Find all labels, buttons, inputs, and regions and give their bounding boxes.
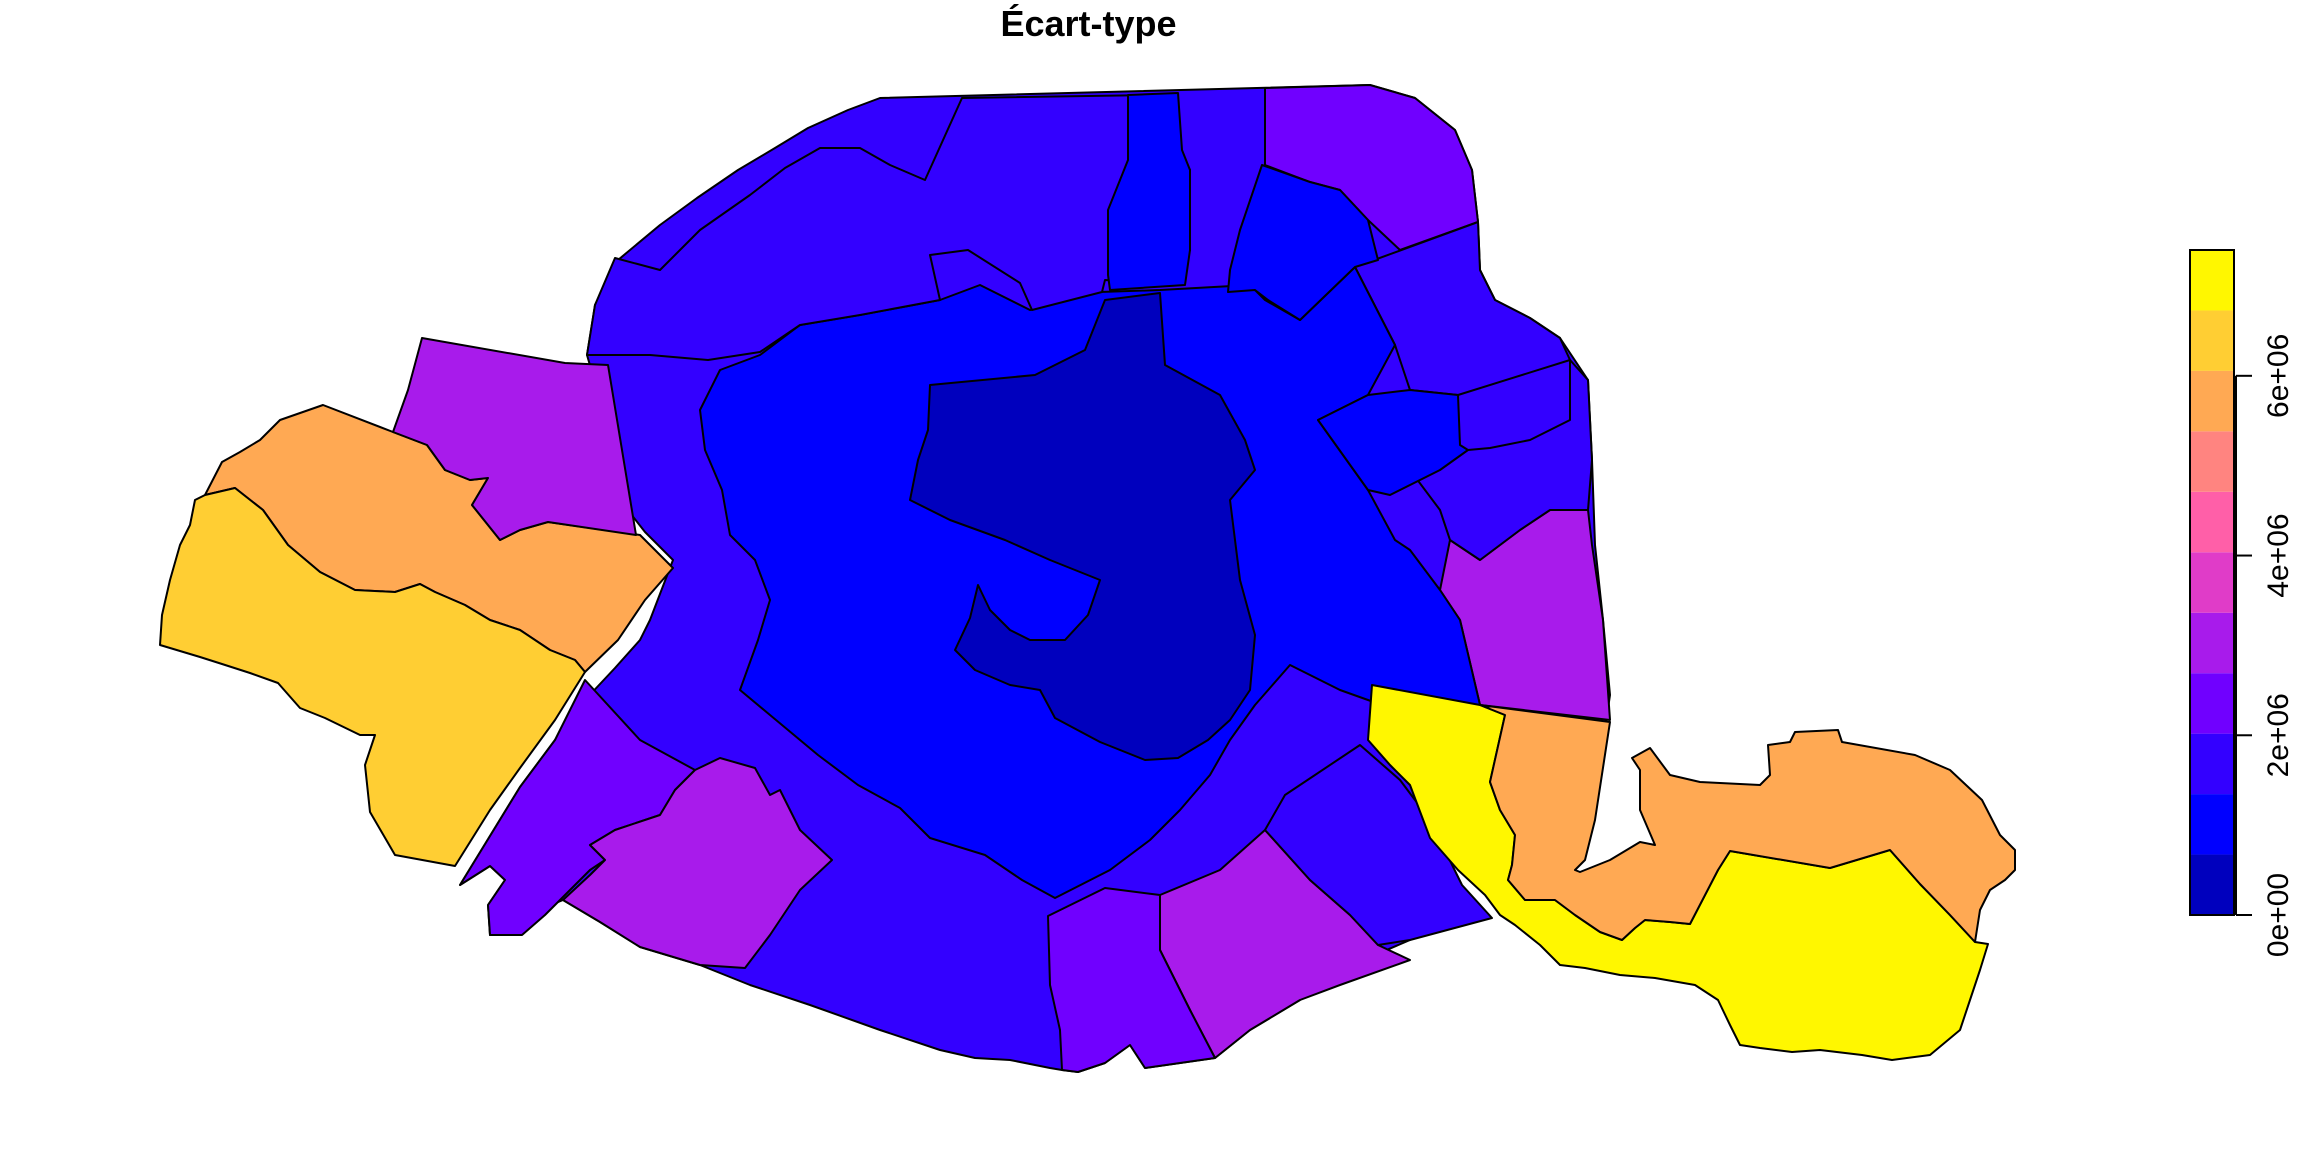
district-se-c2 xyxy=(1264,744,1493,946)
legend-tick-label: 4e+06 xyxy=(2262,513,2295,597)
district-sw-2 xyxy=(562,757,833,969)
district-ne-2 xyxy=(1354,221,1571,396)
legend-swatch xyxy=(2190,431,2234,492)
legend-tick-label: 6e+06 xyxy=(2262,334,2295,418)
map-title: Écart-type xyxy=(1000,3,1177,44)
legend-frame xyxy=(2189,249,2235,916)
legend-tick-label: 0e+00 xyxy=(2262,873,2295,957)
district-s-violet xyxy=(1047,887,1216,1073)
legend-swatch xyxy=(2190,733,2234,795)
legend-swatch xyxy=(2190,491,2234,553)
district-north-c1 xyxy=(1107,92,1191,291)
legend-swatch xyxy=(2190,250,2234,311)
legend-swatch xyxy=(2190,673,2234,734)
legend-swatch xyxy=(2190,612,2234,674)
district-e-c1 xyxy=(1317,389,1469,496)
legend-swatch xyxy=(2190,794,2234,855)
color-legend: 0e+00 2e+06 4e+06 6e+06 xyxy=(2189,249,2295,957)
district-west-purple xyxy=(392,337,637,541)
legend-swatch xyxy=(2190,310,2234,371)
legend-swatch xyxy=(2190,854,2234,915)
central-districts xyxy=(909,292,1256,761)
district-east-orange xyxy=(1479,704,2016,943)
legend-swatch xyxy=(2190,552,2234,613)
legend-tick-label: 2e+06 xyxy=(2262,693,2295,777)
legend-swatch xyxy=(2190,370,2234,432)
district-west-yellow xyxy=(159,487,586,867)
district-east-2 xyxy=(1409,359,1593,561)
district-ne-c1 xyxy=(1227,164,1379,321)
